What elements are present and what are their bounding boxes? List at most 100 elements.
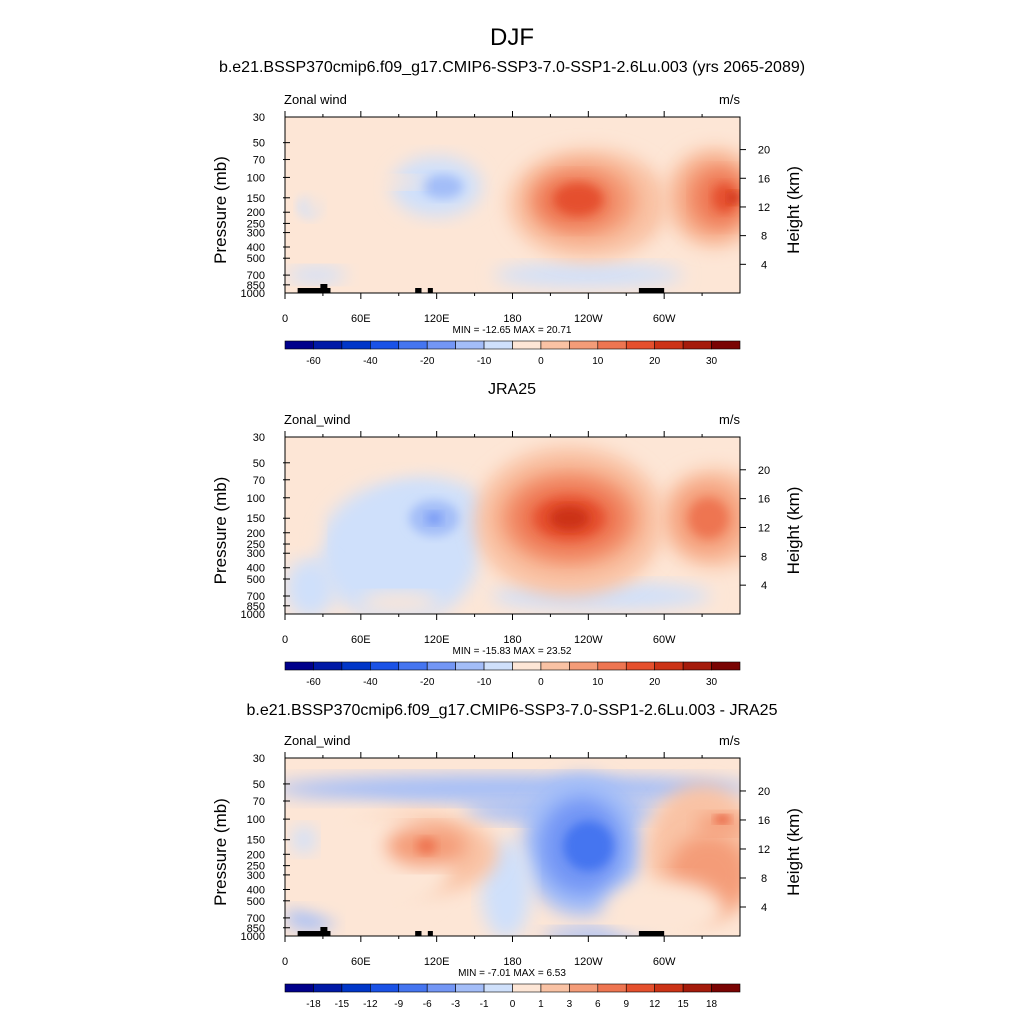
y-tick-label: 30: [253, 112, 265, 124]
y-tick-label: 200: [247, 207, 265, 219]
y-tick-label: 1000: [241, 931, 265, 943]
colorbar-label: -18: [306, 999, 321, 1010]
colorbar-swatch: [512, 340, 542, 350]
y-axis-title: Pressure (mb): [211, 798, 230, 906]
colorbar-swatch: [313, 661, 343, 671]
units-label: m/s: [719, 412, 740, 427]
x-tick-label: 0: [282, 313, 288, 325]
y-right-tick-label: 20: [758, 786, 770, 798]
colorbar-swatch: [512, 983, 542, 993]
colorbar-swatch: [540, 340, 570, 350]
y-tick-label: 1000: [241, 288, 265, 300]
left-string: Zonal wind: [284, 92, 347, 107]
panel-title: JRA25: [488, 381, 536, 398]
colorbar-label: -10: [477, 356, 492, 367]
colorbar-swatch: [370, 340, 400, 350]
y-tick-label: 150: [247, 513, 265, 525]
x-tick-label: 60W: [653, 956, 676, 968]
colorbar-swatch: [540, 661, 570, 671]
colorbar-label: -1: [480, 999, 489, 1010]
contour-blob: [377, 268, 458, 289]
topography-block: [320, 927, 328, 936]
contour-blob: [714, 815, 731, 824]
y-axis-title: Pressure (mb): [211, 477, 230, 585]
y-tick-label: 300: [247, 548, 265, 560]
y-tick-label: 100: [247, 172, 265, 184]
colorbar-swatch: [426, 661, 456, 671]
topography-block: [320, 284, 328, 293]
contour-blob: [422, 174, 463, 199]
units-label: m/s: [719, 733, 740, 748]
colorbar-swatch: [398, 661, 428, 671]
y-tick-label: 70: [253, 155, 265, 167]
x-tick-label: 60E: [351, 313, 371, 325]
contour-blob: [285, 774, 740, 803]
contour-blob: [563, 821, 614, 872]
colorbar-swatch: [569, 661, 599, 671]
topography-block: [638, 931, 665, 936]
contour-blob: [426, 512, 443, 525]
colorbar-label: 30: [706, 677, 718, 688]
colorbar-swatch: [455, 661, 485, 671]
topography-block: [415, 931, 422, 936]
contour-blob: [688, 498, 729, 539]
colorbar-label: 0: [538, 677, 544, 688]
y-right-tick-label: 12: [758, 522, 770, 534]
y-right-tick-label: 20: [758, 145, 770, 157]
colorbar-swatch: [398, 340, 428, 350]
colorbar-label: 0: [538, 356, 544, 367]
colorbar-label: 30: [706, 356, 718, 367]
contour-blob: [304, 173, 329, 222]
contour-blob: [298, 514, 323, 551]
y-tick-label: 850: [247, 601, 265, 613]
colorbar-swatch: [341, 983, 371, 993]
x-tick-label: 120W: [574, 634, 603, 646]
x-tick-label: 120E: [424, 313, 450, 325]
colorbar-swatch: [455, 983, 485, 993]
colorbar-swatch: [625, 661, 655, 671]
colorbar-label: 10: [592, 356, 604, 367]
x-tick-label: 180: [503, 634, 521, 646]
topography-block: [297, 931, 331, 936]
y-tick-label: 700: [247, 270, 265, 282]
colorbar-swatch: [284, 661, 314, 671]
topography-block: [297, 288, 331, 293]
colorbar-swatch: [370, 661, 400, 671]
y-tick-label: 400: [247, 563, 265, 575]
y-tick-label: 300: [247, 228, 265, 240]
y-tick-label: 850: [247, 923, 265, 935]
colorbar-swatch: [483, 983, 513, 993]
topography-block: [427, 931, 433, 936]
y-tick-label: 30: [253, 432, 265, 444]
left-string: Zonal_wind: [284, 733, 351, 748]
y-right-tick-label: 12: [758, 844, 770, 856]
y-tick-label: 500: [247, 896, 265, 908]
colorbar-swatch: [682, 340, 712, 350]
topography-block: [427, 288, 433, 293]
y-tick-label: 30: [253, 753, 265, 765]
colorbar-swatch: [370, 983, 400, 993]
colorbar-swatch: [512, 661, 542, 671]
contour-blob: [286, 267, 347, 284]
colorbar-label: 20: [649, 677, 661, 688]
colorbar-swatch: [654, 661, 684, 671]
panels: b.e21.BSSP370cmip6.f09_g17.CMIP6-SSP3-7.…: [211, 59, 805, 1010]
x-tick-label: 120E: [424, 956, 450, 968]
colorbar-swatch: [654, 340, 684, 350]
y-tick-label: 200: [247, 528, 265, 540]
y-tick-label: 700: [247, 913, 265, 925]
panel-3: b.e21.BSSP370cmip6.f09_g17.CMIP6-SSP3-7.…: [211, 702, 803, 1010]
y-tick-label: 100: [247, 493, 265, 505]
colorbar-label: 12: [649, 999, 661, 1010]
contour-field: [285, 758, 740, 936]
y-tick-label: 700: [247, 591, 265, 603]
y-tick-label: 300: [247, 870, 265, 882]
colorbar-label: 10: [592, 677, 604, 688]
colorbar-label: 9: [623, 999, 629, 1010]
colorbar-label: -20: [420, 356, 435, 367]
colorbar-label: 18: [706, 999, 718, 1010]
contour-blob: [549, 506, 590, 531]
y-right-tick-label: 16: [758, 173, 770, 185]
y-tick-label: 500: [247, 574, 265, 586]
